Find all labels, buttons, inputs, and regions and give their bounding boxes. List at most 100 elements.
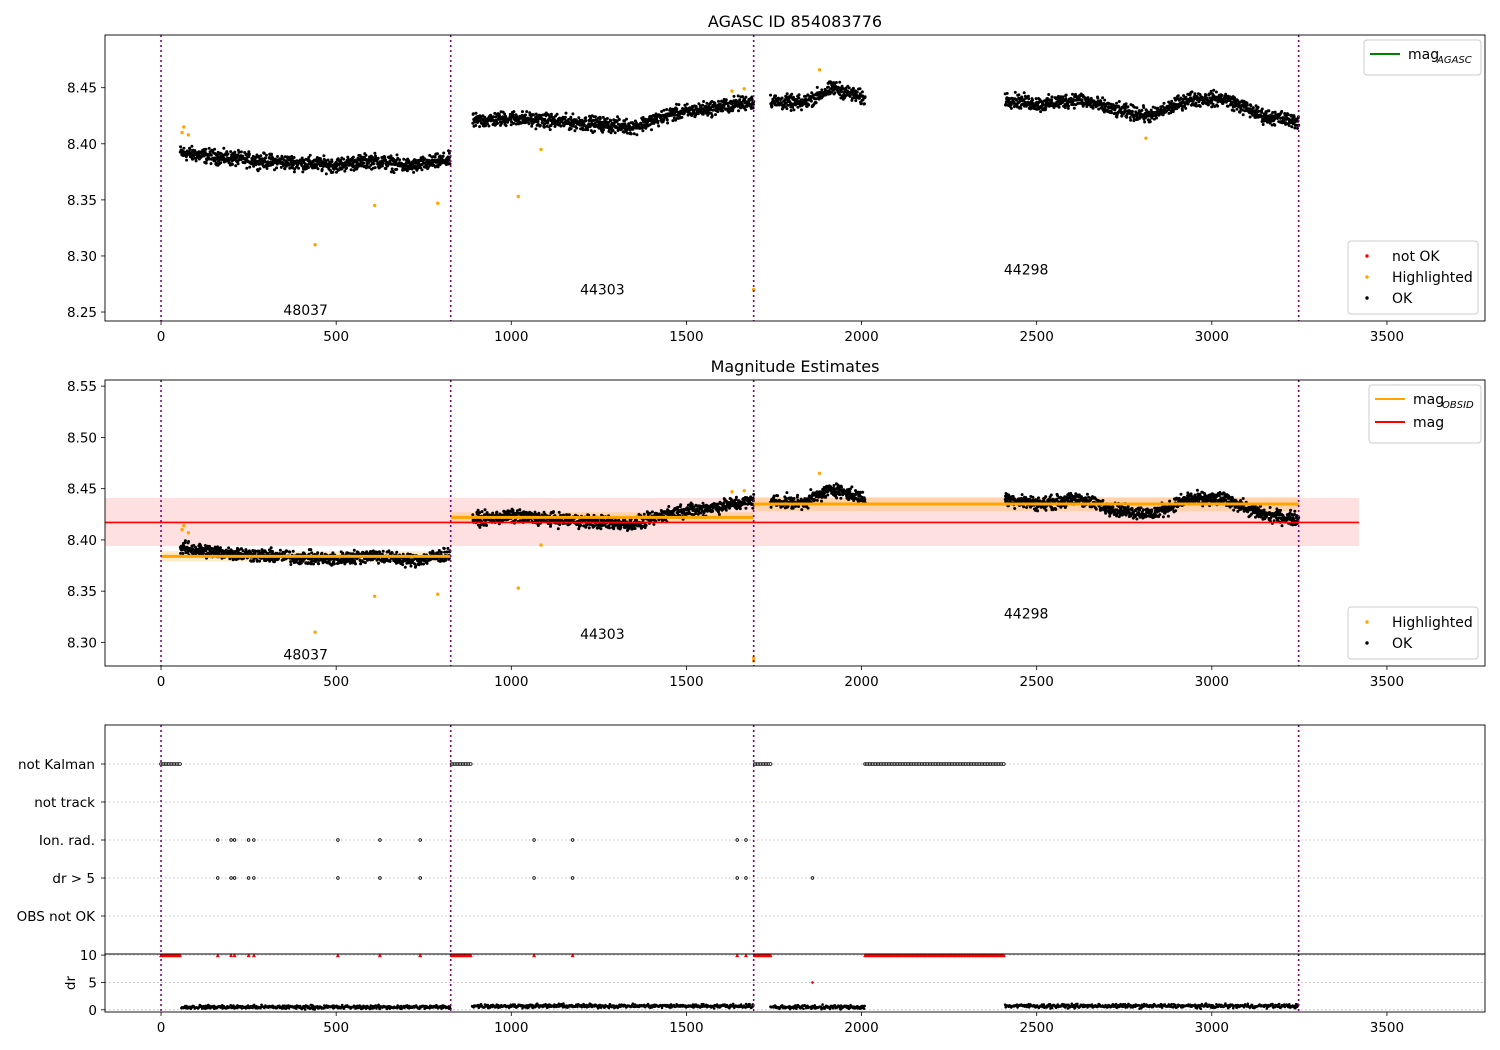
middle-ok-point <box>485 511 489 515</box>
middle-ok-point <box>439 550 443 554</box>
top-ok-point <box>863 95 867 99</box>
top-ok-point <box>534 127 538 131</box>
middle-ok-point <box>635 518 639 522</box>
top-ok-point <box>732 94 736 98</box>
top-highlighted-point <box>313 243 317 247</box>
middle-ok-point <box>491 511 495 515</box>
top-ok-point <box>351 155 355 159</box>
top-ok-point <box>629 132 633 136</box>
top-y-tick-label: 8.30 <box>67 249 97 265</box>
top-ok-point <box>527 122 531 126</box>
middle-ok-point <box>650 510 654 514</box>
top-ok-point <box>358 154 362 158</box>
middle-ok-point <box>387 549 391 553</box>
middle-ok-point <box>316 551 320 555</box>
top-ok-point <box>641 129 645 133</box>
top-ok-point <box>594 115 597 119</box>
top-ok-point <box>717 99 720 103</box>
top-ok-point <box>1184 106 1188 110</box>
top-ok-point <box>625 117 628 121</box>
top-ok-point <box>1064 93 1068 97</box>
top-ok-point <box>207 146 211 150</box>
top-x-tick-label: 2500 <box>1019 329 1053 345</box>
top-ok-point <box>694 104 698 108</box>
top-ok-point <box>666 121 670 125</box>
top-ok-point <box>478 125 482 129</box>
top-ok-point <box>1031 98 1035 102</box>
top-ok-point <box>447 151 451 155</box>
middle-ok-point <box>377 561 380 565</box>
top-ok-point <box>792 108 796 112</box>
top-ok-point <box>605 117 609 120</box>
top-ok-point <box>521 110 524 114</box>
middle-ok-point <box>219 546 222 550</box>
middle-ok-point <box>291 549 295 553</box>
top-ok-point <box>394 161 398 164</box>
top-ok-point <box>800 108 803 112</box>
top-ok-point <box>797 96 801 100</box>
top-ok-point <box>1143 120 1147 124</box>
middle-ok-point <box>536 524 540 527</box>
top-plot-frame <box>104 34 1486 322</box>
top-ok-point <box>662 108 666 112</box>
top-ok-point <box>395 167 399 171</box>
top-ok-point <box>264 153 268 157</box>
top-ok-point <box>237 150 241 154</box>
top-ok-point <box>1071 92 1074 96</box>
top-x-tick-label: 3500 <box>1370 329 1404 345</box>
top-ok-point <box>1125 115 1129 119</box>
top-y-tick-label: 8.25 <box>67 305 97 321</box>
top-ok-point <box>358 162 362 166</box>
top-x-tick-label: 3000 <box>1195 329 1229 345</box>
top-highlighted-point <box>372 203 377 208</box>
middle-ok-point <box>317 562 321 566</box>
top-ok-point <box>665 118 669 122</box>
top-ok-point <box>345 166 349 170</box>
top-legend-line-label: mag <box>1408 47 1439 63</box>
top-ok-point <box>564 111 568 115</box>
top-ok-point <box>1248 115 1252 119</box>
top-ok-point <box>367 160 371 164</box>
middle-ok-point <box>480 510 484 514</box>
middle-ok-point <box>285 549 289 553</box>
top-ok-point <box>433 155 437 159</box>
top-ok-point <box>858 87 862 91</box>
top-ok-point <box>412 170 416 174</box>
top-ok-point <box>229 150 233 154</box>
top-ok-point <box>185 158 189 162</box>
top-ok-point <box>854 99 858 103</box>
top-ok-point <box>1194 101 1198 105</box>
top-ok-point <box>1128 116 1132 120</box>
top-ok-point <box>247 152 251 156</box>
top-ok-point <box>770 104 774 108</box>
top-ok-point <box>738 98 742 102</box>
top-ok-point <box>265 167 269 170</box>
top-ok-point <box>1245 103 1249 107</box>
top-ok-point <box>1086 96 1090 100</box>
top-ok-point <box>203 150 207 154</box>
top-ok-point <box>219 161 223 165</box>
middle-ok-point <box>309 548 313 552</box>
top-ok-point <box>677 103 681 107</box>
top-ok-point <box>665 108 669 111</box>
top-ok-point <box>496 121 499 125</box>
top-highlighted-point <box>539 147 543 152</box>
top-ok-point <box>1260 107 1264 111</box>
top-ok-point <box>1019 106 1023 110</box>
top-ok-point <box>1072 106 1076 110</box>
middle-title: Magnitude Estimates <box>711 357 880 376</box>
middle-ok-point <box>717 513 721 516</box>
top-ok-point <box>1232 109 1236 113</box>
middle-ok-point <box>390 551 394 555</box>
middle-ok-point <box>442 547 446 550</box>
top-ok-point <box>405 169 409 173</box>
top-ok-point <box>222 154 225 157</box>
middle-ok-point <box>425 561 429 565</box>
middle-ok-point <box>585 523 589 527</box>
top-ok-point <box>1214 90 1218 94</box>
top-ok-point <box>769 93 772 97</box>
middle-ok-point <box>409 564 413 568</box>
middle-ok-point <box>312 562 315 566</box>
top-ok-point <box>807 103 811 107</box>
